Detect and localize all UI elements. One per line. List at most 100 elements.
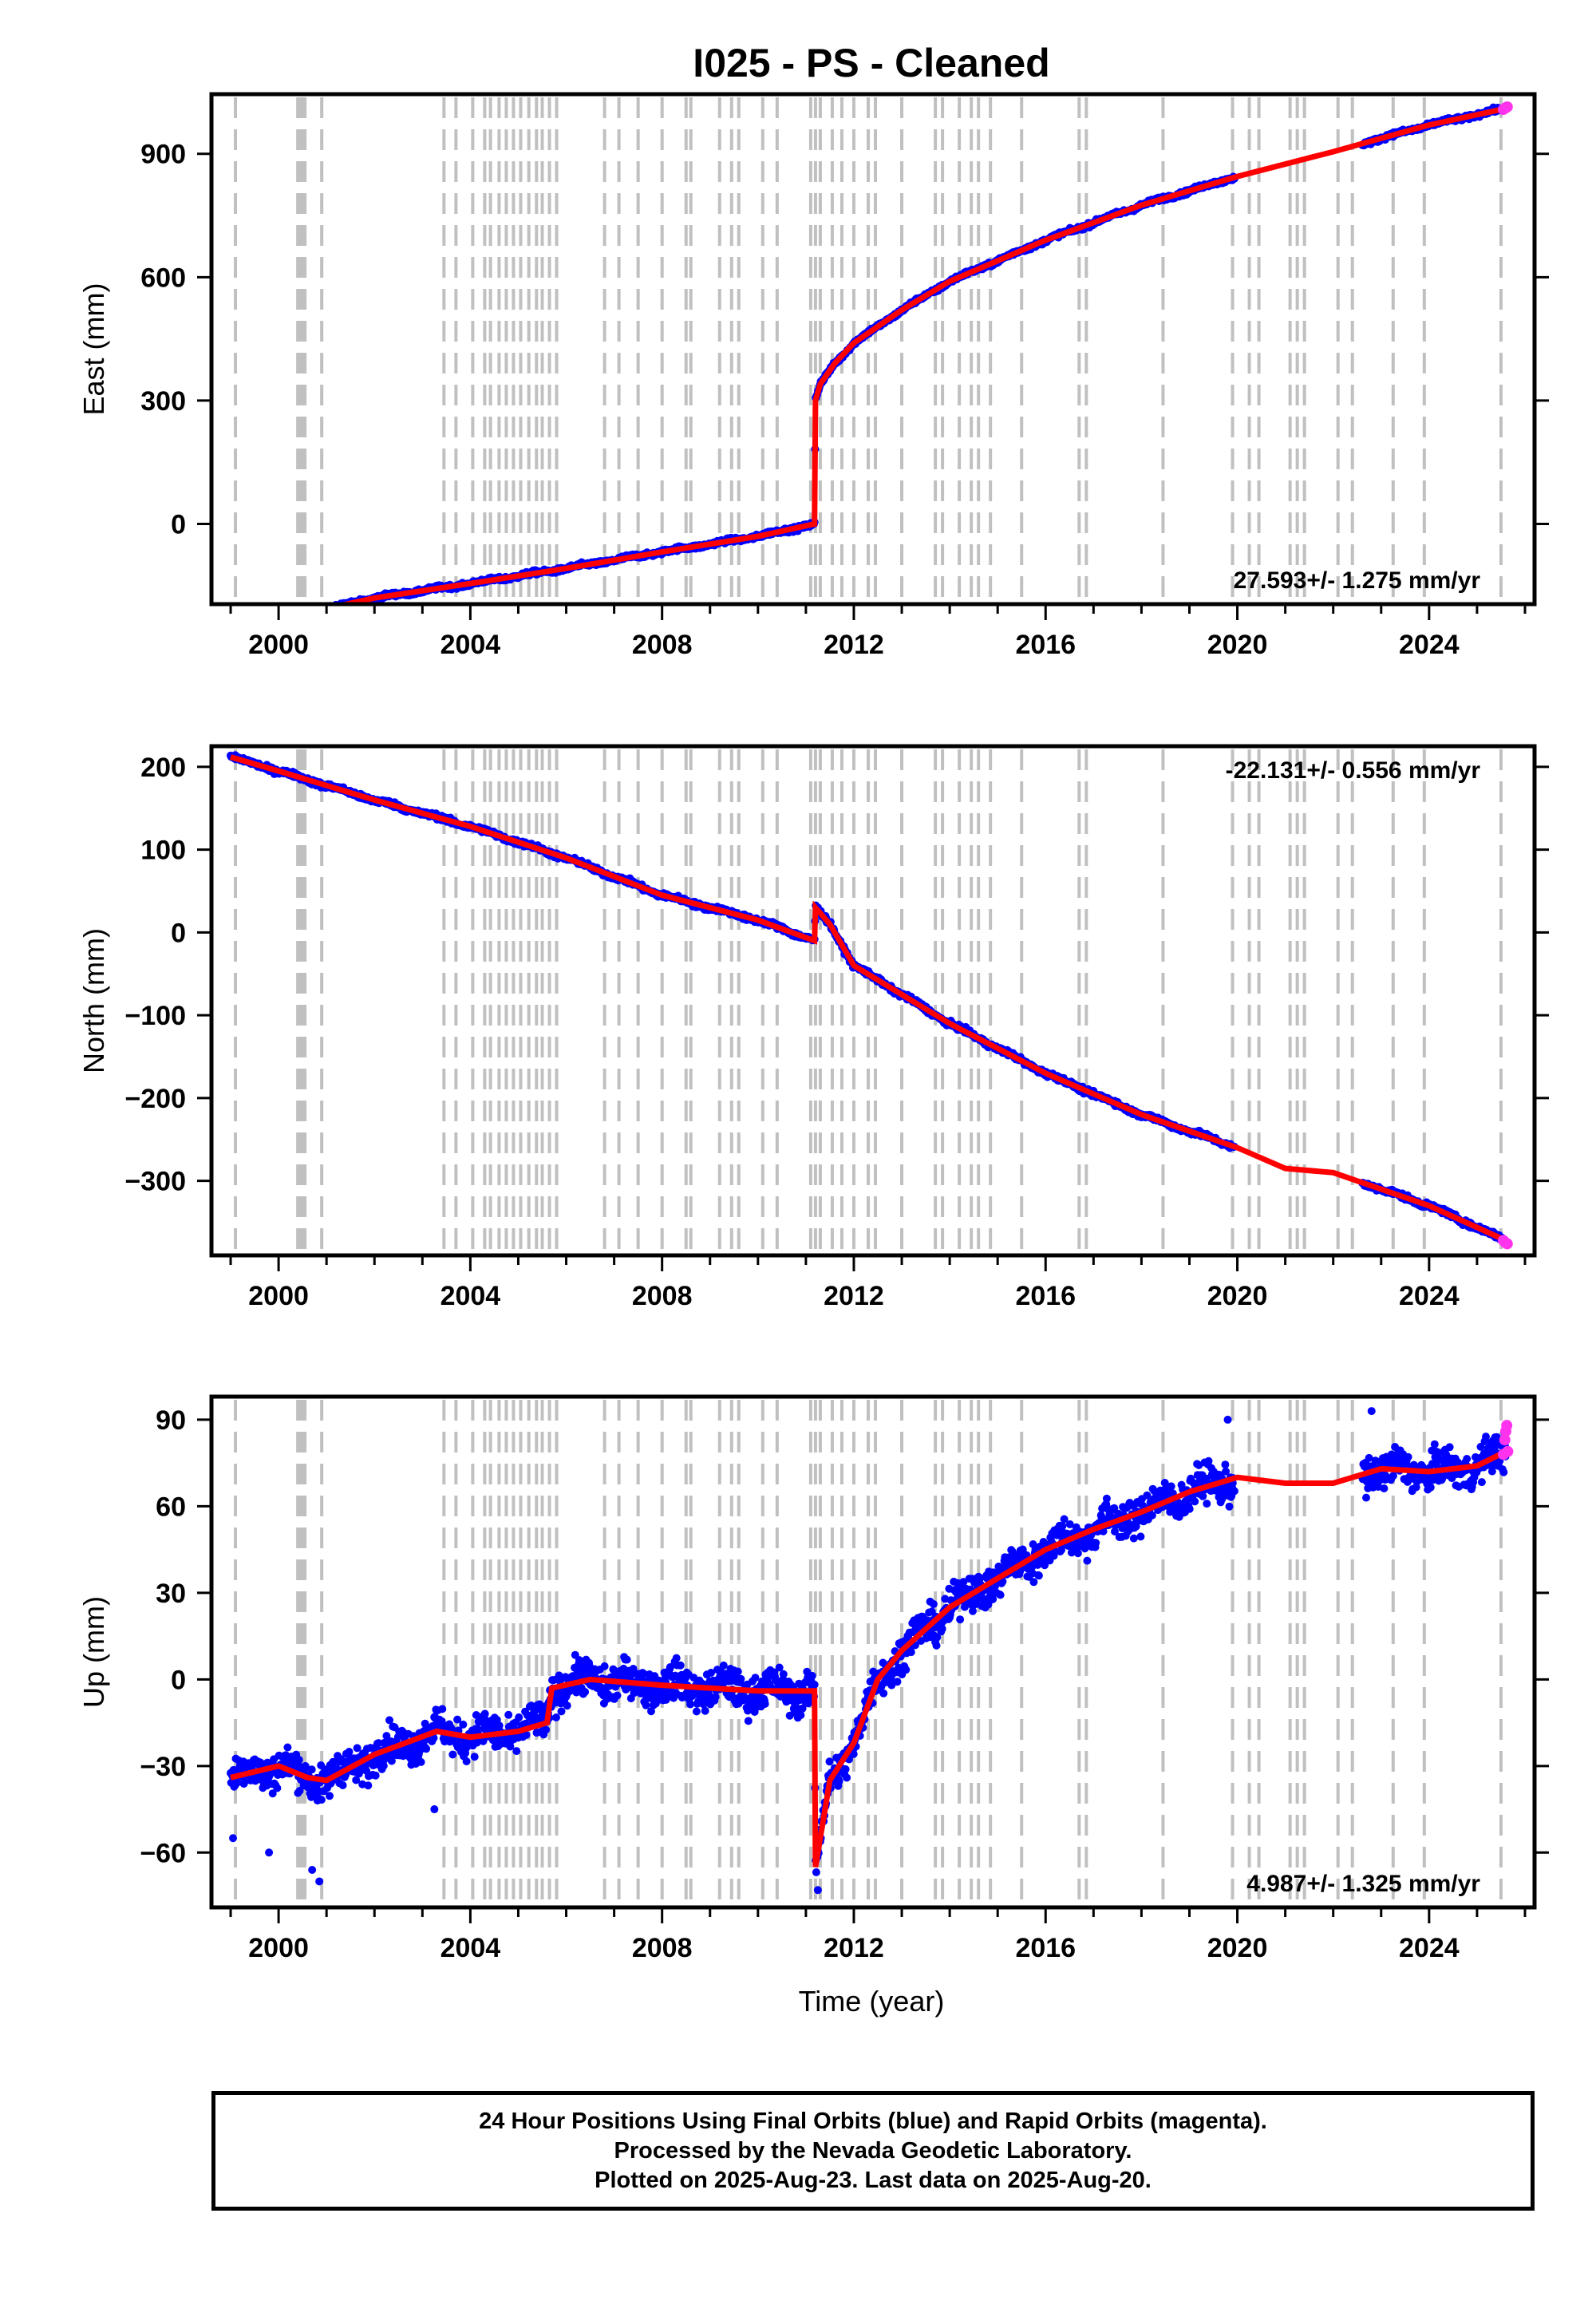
data-point <box>470 1753 479 1761</box>
y-tick-label: 600 <box>140 263 186 293</box>
rapid-point <box>1501 101 1513 113</box>
data-point <box>297 612 305 620</box>
data-point <box>307 609 315 617</box>
data-point <box>387 1757 396 1765</box>
data-point <box>317 607 325 615</box>
data-point <box>515 1713 523 1721</box>
data-point <box>312 607 320 615</box>
data-point <box>263 618 271 626</box>
data-point <box>290 609 298 617</box>
y-tick-label: 200 <box>140 753 186 783</box>
data-point <box>282 614 290 622</box>
data-point <box>231 626 239 634</box>
x-tick-label: 2016 <box>1015 630 1076 660</box>
data-point <box>462 1757 471 1765</box>
data-point <box>248 621 256 629</box>
data-point <box>374 1739 383 1748</box>
data-point <box>303 607 311 615</box>
event-lines <box>234 97 1503 601</box>
data-point <box>280 614 288 622</box>
data-point <box>286 614 294 622</box>
data-point <box>296 609 304 617</box>
data-point <box>259 619 267 626</box>
data-point <box>309 608 317 616</box>
data-point <box>263 618 271 626</box>
data-point <box>229 624 237 632</box>
data-point <box>244 622 252 630</box>
data-point <box>422 1745 431 1753</box>
data-point <box>239 622 247 630</box>
data-point <box>285 611 293 619</box>
data-point <box>231 626 239 634</box>
data-point <box>310 609 318 617</box>
event-lines <box>234 1400 1503 1904</box>
data-point <box>257 620 265 628</box>
north-model-line <box>230 754 1507 1243</box>
data-point <box>448 1750 457 1759</box>
east-rapid-orbit-points <box>1497 101 1513 116</box>
data-point <box>270 615 278 623</box>
data-point <box>504 1710 513 1719</box>
data-point <box>235 624 243 632</box>
data-point <box>459 1720 468 1729</box>
data-point <box>268 617 276 625</box>
data-point <box>308 609 316 617</box>
data-point <box>279 616 287 624</box>
y-tick-label: −200 <box>124 1084 186 1114</box>
data-point <box>262 619 270 627</box>
data-point <box>317 1796 326 1804</box>
data-point <box>308 609 316 617</box>
data-point <box>256 619 264 626</box>
data-point <box>261 618 269 626</box>
data-point <box>304 610 312 618</box>
north-frame <box>209 744 1537 1258</box>
data-point <box>512 1747 521 1756</box>
data-point <box>294 1756 303 1765</box>
x-tick-label: 2008 <box>632 630 693 660</box>
data-point <box>306 607 314 615</box>
data-point <box>289 611 297 619</box>
data-point <box>251 621 259 629</box>
rapid-point <box>1501 1238 1513 1250</box>
data-point <box>314 607 322 615</box>
north-y-axis-title: North (mm) <box>77 928 110 1073</box>
data-point <box>234 624 242 632</box>
north-panel: 2000 2004 2008 2012 2016 2020 20242001000−100−… <box>77 744 1549 1311</box>
data-point <box>318 607 326 615</box>
data-point <box>306 607 314 615</box>
data-point <box>581 1688 590 1696</box>
x-tick-label: 2012 <box>824 630 884 660</box>
data-point <box>241 622 249 630</box>
data-point <box>259 618 267 626</box>
data-point <box>292 610 300 618</box>
data-point <box>283 615 291 622</box>
data-point <box>293 612 301 620</box>
x-tick-label: 2008 <box>632 1281 693 1311</box>
data-point <box>296 611 304 619</box>
data-point <box>253 620 261 628</box>
data-point <box>246 622 254 630</box>
data-point <box>243 622 251 630</box>
data-point <box>622 1655 631 1664</box>
data-point <box>295 1787 304 1795</box>
data-point <box>290 611 298 619</box>
data-point <box>248 620 256 628</box>
data-point <box>233 624 241 632</box>
data-point <box>294 610 302 618</box>
data-point <box>287 613 295 621</box>
y-tick-label: 0 <box>171 918 186 948</box>
chart-title: I025 - PS - Cleaned <box>693 41 1049 85</box>
data-point <box>232 624 240 632</box>
data-point <box>251 619 259 627</box>
data-point <box>304 609 312 617</box>
data-point <box>255 619 263 627</box>
data-point <box>329 1757 338 1766</box>
data-point <box>286 612 294 620</box>
y-tick-label: −100 <box>124 1001 186 1031</box>
data-point <box>264 620 272 628</box>
data-point <box>234 625 242 633</box>
data-point <box>295 611 303 619</box>
data-point <box>300 608 308 616</box>
data-point <box>352 1776 361 1784</box>
x-tick-label: 2004 <box>440 1281 501 1311</box>
